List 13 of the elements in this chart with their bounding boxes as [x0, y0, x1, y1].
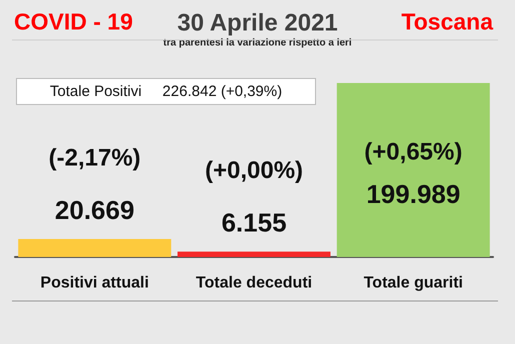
chart-title: 30 Aprile 2021 — [177, 10, 338, 36]
x-tick-label: Totale deceduti — [196, 274, 312, 292]
annotation: (-2,17%) — [48, 144, 141, 172]
text-box: Totale Positivi 226.842 (+0,39%) — [16, 78, 316, 105]
data-label: 20.669 — [54, 195, 134, 226]
annotation: (+0,00%) — [204, 157, 304, 184]
x-tick-label: Totale guariti — [364, 274, 463, 292]
text: Toscana — [401, 8, 494, 34]
data-label: 6.155 — [221, 208, 287, 238]
data-label: 199.989 — [366, 179, 460, 209]
text: COVID - 19 — [14, 8, 133, 34]
annotation: (+0,65%) — [364, 138, 462, 166]
x-tick-label: Positivi attuali — [40, 274, 149, 292]
